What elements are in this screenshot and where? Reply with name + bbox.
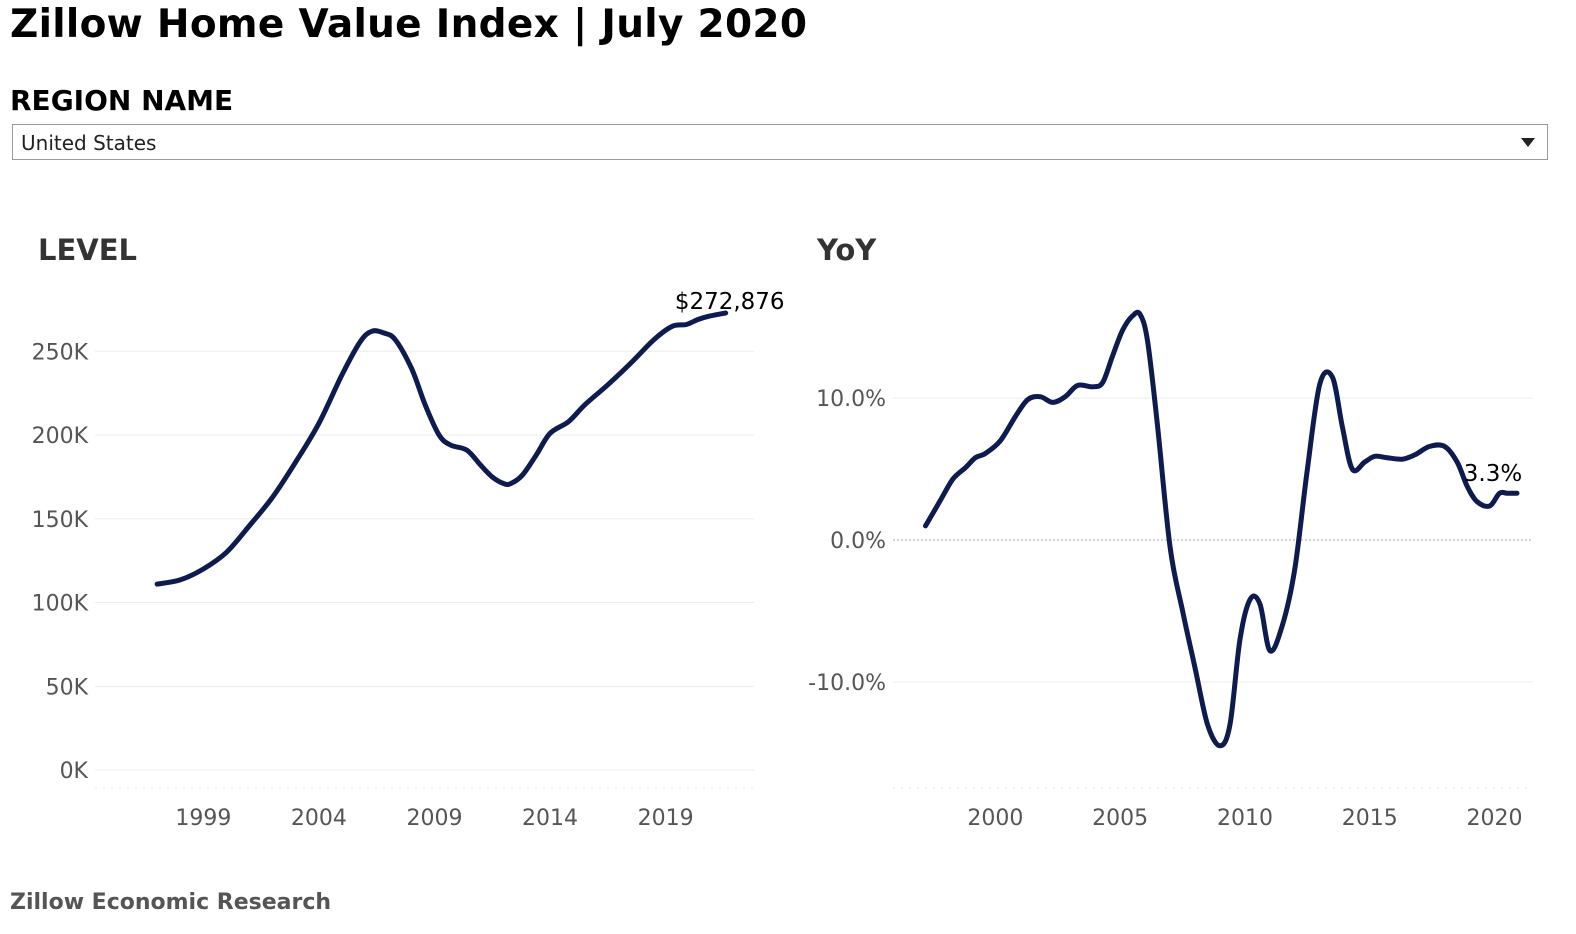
level-x-tick-label: 2009 bbox=[406, 806, 462, 831]
yoy-end-value-label: 3.3% bbox=[1464, 461, 1522, 487]
yoy-y-tick-label: 10.0% bbox=[816, 387, 886, 412]
level-x-tick-label: 2004 bbox=[291, 806, 347, 831]
level-y-tick-label: 250K bbox=[32, 340, 89, 365]
region-filter-label: REGION NAME bbox=[10, 84, 234, 117]
yoy-y-tick-label: 0.0% bbox=[830, 529, 886, 554]
yoy-x-tick-label: 2020 bbox=[1467, 806, 1523, 831]
level-chart-group: 0K 50K 100K 150K 200K 250K 1999 2004 2009 2014 201… bbox=[32, 289, 785, 831]
level-x-tick-label: 2019 bbox=[638, 806, 694, 831]
yoy-x-tick-label: 2000 bbox=[967, 806, 1023, 831]
level-end-value-label: $272,876 bbox=[675, 289, 785, 315]
yoy-x-tick-label: 2010 bbox=[1217, 806, 1273, 831]
yoy-chart-title: YoY bbox=[817, 233, 877, 267]
yoy-series-line bbox=[923, 309, 1520, 749]
level-y-tick-label: 150K bbox=[32, 508, 89, 533]
chevron-down-icon bbox=[1521, 138, 1535, 147]
region-dropdown[interactable]: United States bbox=[12, 124, 1548, 160]
level-chart-title: LEVEL bbox=[38, 233, 138, 267]
footer-credit: Zillow Economic Research bbox=[10, 890, 332, 915]
region-dropdown-value: United States bbox=[21, 131, 157, 155]
level-series-line bbox=[154, 310, 729, 587]
level-x-tick-label: 2014 bbox=[522, 806, 578, 831]
yoy-y-tick-label: -10.0% bbox=[808, 671, 886, 696]
yoy-x-tick-label: 2015 bbox=[1342, 806, 1398, 831]
level-y-tick-label: 200K bbox=[32, 424, 89, 449]
level-y-tick-label: 100K bbox=[32, 592, 89, 617]
level-x-tick-label: 1999 bbox=[175, 806, 231, 831]
page-title: Zillow Home Value Index | July 2020 bbox=[10, 2, 808, 47]
yoy-x-tick-label: 2005 bbox=[1092, 806, 1148, 831]
yoy-chart-group: -10.0% 0.0% 10.0% 2000 2005 2010 2015 2020 3.3% bbox=[808, 309, 1533, 831]
level-y-tick-label: 50K bbox=[46, 675, 89, 700]
level-y-tick-label: 0K bbox=[60, 759, 89, 784]
